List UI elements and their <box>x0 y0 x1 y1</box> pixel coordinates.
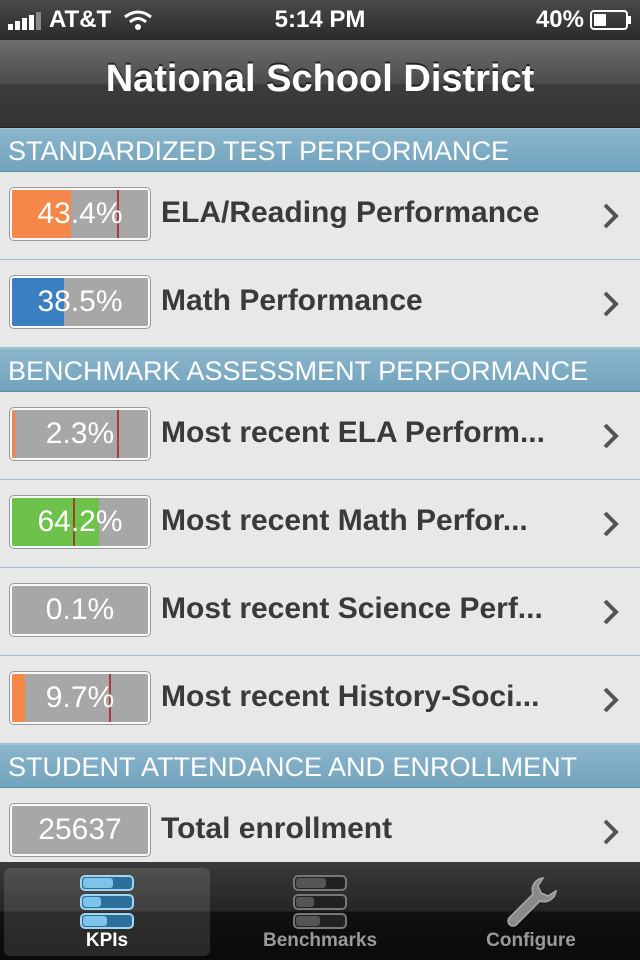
chevron-right-icon <box>603 687 619 713</box>
target-marker <box>108 674 111 722</box>
status-time: 5:14 PM <box>274 6 366 33</box>
tab-label: KPIs <box>85 930 129 951</box>
wifi-icon <box>124 10 153 30</box>
kpi-label: ELA/Reading Performance <box>161 196 540 229</box>
benchmark-bars-icon <box>293 875 347 929</box>
kpi-value-badge: 2.3% <box>10 408 150 460</box>
chevron-right-icon <box>603 203 619 229</box>
kpi-row-recent-history[interactable]: 9.7% Most recent History-Soci... <box>0 656 640 744</box>
kpi-label: Most recent History-Soci... <box>161 680 540 713</box>
kpi-value-badge: 0.1% <box>10 584 150 636</box>
kpi-value: 2.3% <box>45 417 115 450</box>
section-header-attendance: STUDENT ATTENDANCE AND ENROLLMENT <box>0 744 640 788</box>
kpi-row-recent-science[interactable]: 0.1% Most recent Science Perf... <box>0 568 640 656</box>
kpi-value-badge: 25637 <box>10 804 150 856</box>
kpi-value-badge: 43.4% <box>10 188 150 240</box>
battery-icon <box>590 10 631 30</box>
target-marker <box>116 190 119 238</box>
chevron-right-icon <box>603 423 619 449</box>
tab-benchmarks[interactable]: Benchmarks <box>217 868 423 956</box>
badge-fill <box>12 410 16 458</box>
kpi-label: Total enrollment <box>161 812 393 845</box>
kpi-value-badge: 9.7% <box>10 672 150 724</box>
target-marker <box>116 410 119 458</box>
status-bar: AT&T 5:14 PM 40% <box>0 0 640 40</box>
kpi-row-recent-math[interactable]: 64.2% Most recent Math Perfor... <box>0 480 640 568</box>
kpi-label: Most recent Science Perf... <box>161 592 543 625</box>
kpi-label: Math Performance <box>161 284 423 317</box>
badge-fill <box>12 674 26 722</box>
signal-icon <box>8 10 43 30</box>
kpi-value-badge: 64.2% <box>10 496 150 548</box>
carrier-label: AT&T <box>49 6 112 33</box>
page-title: National School District <box>105 58 535 100</box>
chevron-right-icon <box>603 819 619 845</box>
kpi-row-math[interactable]: 38.5% Math Performance <box>0 260 640 348</box>
kpi-bars-icon <box>80 875 134 929</box>
kpi-value: 25637 <box>38 813 122 846</box>
status-left: AT&T <box>8 6 153 34</box>
badge-fill <box>12 190 72 238</box>
kpi-row-total-enrollment[interactable]: 25637 Total enrollment <box>0 788 640 876</box>
nav-bar: National School District <box>0 40 640 128</box>
kpi-value: 0.1% <box>45 593 115 626</box>
kpi-value: 43.4% <box>37 197 123 230</box>
section-header-benchmark: BENCHMARK ASSESSMENT PERFORMANCE <box>0 348 640 392</box>
tab-label: Benchmarks <box>262 930 378 951</box>
status-right: 40% <box>536 6 632 34</box>
wrench-icon <box>507 877 557 927</box>
target-marker <box>73 498 76 546</box>
tab-kpis[interactable]: KPIs <box>4 868 210 956</box>
kpi-row-ela-reading[interactable]: 43.4% ELA/Reading Performance <box>0 172 640 260</box>
tab-configure[interactable]: Configure <box>428 868 634 956</box>
kpi-label: Most recent ELA Perform... <box>161 416 545 449</box>
chevron-right-icon <box>603 291 619 317</box>
kpi-row-recent-ela[interactable]: 2.3% Most recent ELA Perform... <box>0 392 640 480</box>
badge-fill <box>12 278 65 326</box>
tab-label: Configure <box>486 930 576 951</box>
chevron-right-icon <box>603 599 619 625</box>
kpi-value: 64.2% <box>37 505 123 538</box>
kpi-value: 9.7% <box>45 681 115 714</box>
chevron-right-icon <box>603 511 619 537</box>
kpi-label: Most recent Math Perfor... <box>161 504 528 537</box>
section-header-standardized: STANDARDIZED TEST PERFORMANCE <box>0 128 640 172</box>
tab-bar: KPIs Benchmarks Configure <box>0 862 640 960</box>
kpi-value-badge: 38.5% <box>10 276 150 328</box>
kpi-value: 38.5% <box>37 285 123 318</box>
battery-percent: 40% <box>535 6 584 33</box>
badge-fill <box>12 498 100 546</box>
